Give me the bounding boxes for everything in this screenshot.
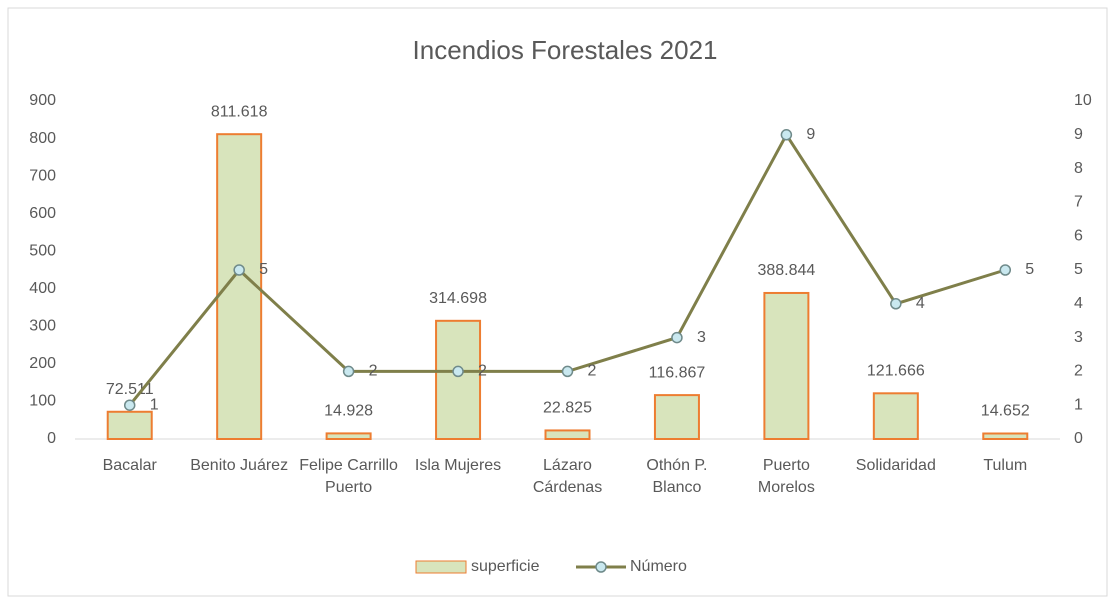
bar [216,133,263,440]
bar [106,410,153,441]
legend-marker [595,561,607,573]
bar [872,392,919,440]
bar-value-label: 811.618 [211,103,268,120]
y-tick-label: 500 [29,242,56,259]
bar-value-label: 22.825 [543,400,592,417]
y2-tick-label: 0 [1074,430,1083,447]
line-marker [999,264,1012,276]
x-tick-label-line: Othón P. [646,457,707,474]
legend-label: Número [630,558,687,575]
bar-value-label: 121.666 [867,363,925,380]
x-tick-label-line: Puerto [763,457,810,474]
bar [653,394,700,441]
line-marker [233,264,245,276]
y2-tick-label: 4 [1074,295,1083,312]
line-marker [671,331,683,344]
x-tick-label: Solidaridad [856,457,936,474]
y2-tick-label: 2 [1074,363,1083,380]
chart-title: Incendios Forestales 2021 [413,35,718,65]
bar-value-label: 72.511 [106,381,154,398]
y2-tick-label: 1 [1074,396,1083,413]
x-tick-label: Lázaro Cárdenas [533,457,602,496]
bar-value-label: 314.698 [429,290,487,307]
legend-swatch [415,560,467,574]
line-marker [780,129,793,141]
y2-tick-label: 8 [1074,160,1083,177]
x-tick-label-line: Puerto [325,479,372,496]
x-tick-label-line: Blanco [652,479,701,496]
y-tick-label: 200 [29,355,56,372]
x-tick-label-line: Cárdenas [533,479,602,496]
line-value-label: 2 [588,363,597,380]
bar [982,432,1029,440]
x-tick-label-line: Morelos [758,479,815,496]
x-tick-label: Othón P. Blanco [646,457,707,496]
bar [544,429,591,441]
y2-tick-label: 5 [1074,261,1083,278]
line-value-label: 9 [806,126,815,143]
y-tick-label: 700 [29,167,56,184]
y2-tick-label: 6 [1074,227,1083,244]
line-marker [123,399,136,411]
bar [763,291,810,440]
y2-tick-label: 7 [1074,194,1083,211]
bar-value-label: 388.844 [757,262,815,279]
line-value-label: 1 [150,396,159,413]
x-tick-label-line: Lázaro [543,457,592,474]
line-value-label: 2 [369,363,378,380]
x-tick-label: Puerto Morelos [758,457,815,496]
y2-tick-label: 3 [1074,329,1083,346]
y-tick-label: 0 [47,430,56,447]
y-tick-label: 300 [29,318,56,335]
y-tick-label: 900 [29,92,56,109]
x-tick-label: Benito Juárez [190,457,288,474]
line-marker [561,365,574,378]
line-marker [342,365,355,378]
x-tick-label: Tulum [983,457,1027,474]
bar [435,319,482,440]
bar-value-label: 14.928 [324,403,373,420]
bar-value-label: 116.867 [649,364,706,381]
line-value-label: 5 [259,261,268,278]
y2-tick-label: 9 [1074,126,1083,143]
line-value-label: 3 [697,329,706,346]
line-value-label: 5 [1025,261,1034,278]
line-marker [890,298,902,310]
x-tick-label: Bacalar [103,457,158,474]
bar-value-label: 14.652 [981,403,1030,420]
x-tick-label-line: Felipe Carrillo [299,457,398,474]
y-tick-label: 600 [29,205,56,222]
line-value-label: 4 [916,295,925,312]
y-tick-label: 800 [29,130,56,147]
y-tick-label: 100 [29,393,56,410]
y-tick-label: 400 [29,280,56,297]
chart-border [7,7,1108,597]
legend-label: superficie [471,558,540,575]
line-value-label: 2 [478,363,487,380]
y2-tick-label: 10 [1074,92,1092,109]
x-tick-label: Isla Mujeres [415,457,501,474]
line-marker [452,365,464,378]
bar [325,432,372,441]
x-tick-label: Felipe Carrillo Puerto [299,457,398,496]
